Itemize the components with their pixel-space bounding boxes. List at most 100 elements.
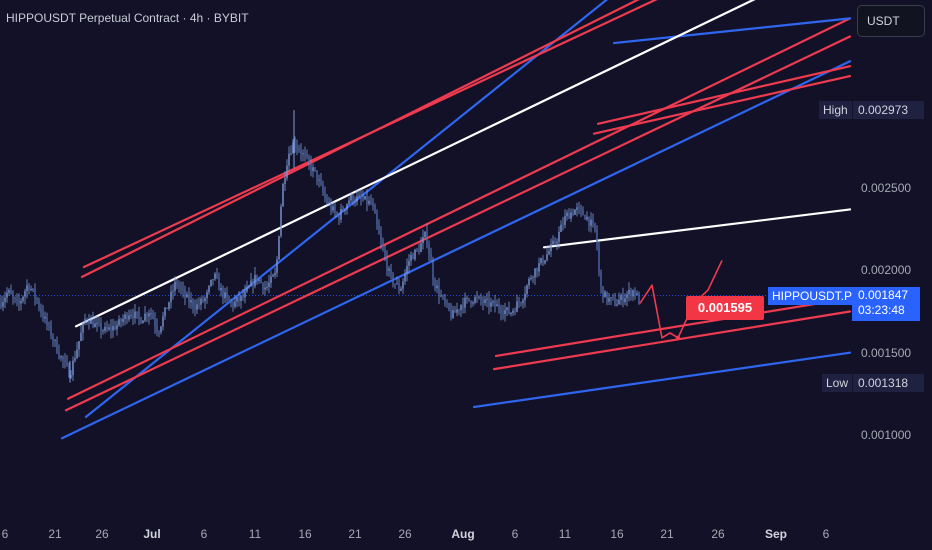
candle-body [40,307,42,313]
candle-body [4,297,6,302]
candle-body [514,310,516,312]
candle-body [8,290,10,293]
candle-body [82,322,84,333]
trendline-red-4 [64,35,852,412]
candle-body [286,165,288,179]
candle-body [446,302,448,304]
candle-body [208,285,210,293]
candle-body [302,153,304,155]
candle-body [72,360,74,376]
candle-body [202,298,204,302]
candle-body [336,212,338,216]
candle-body [482,300,484,303]
candle-body [628,290,630,295]
candle-body [394,283,396,285]
date-tick: 26 [398,527,412,541]
candle-body [236,297,238,302]
currency-selector-button[interactable]: USDT [857,5,925,37]
candle-body [558,231,560,242]
candle-body [242,295,244,298]
candle-body [338,215,340,220]
candle-body [280,206,282,237]
candle-body [98,323,100,324]
candle-body [126,314,128,320]
candle-body [508,307,510,314]
candle-body [252,280,254,287]
candle-body [528,279,530,286]
date-tick: 11 [558,527,572,541]
candle-body [24,291,26,297]
candle-body [110,327,112,331]
candle-body [312,167,314,171]
candle-body [244,291,246,298]
candle-body [320,179,322,185]
candle-body [474,297,476,303]
candle-body [104,326,106,331]
candle-body [316,170,318,181]
candle-body [456,309,458,313]
candle-body [546,254,548,261]
candle-body [436,285,438,289]
candle-body [240,295,242,302]
candle-body [568,212,570,219]
candle-body [14,297,16,300]
candle-body [308,157,310,163]
candle-body [472,302,474,304]
candle-body [176,281,178,286]
candle-body [282,183,284,207]
date-tick: 16 [298,527,312,541]
candle-body [458,309,460,311]
candle-body [38,300,40,308]
candle-body [178,285,180,287]
candle-body [306,155,308,158]
candle-body [44,316,46,319]
candle-body [188,294,190,303]
candle-body [222,288,224,299]
candle-body [274,272,276,276]
candle-body [346,204,348,210]
candle-body [600,272,602,287]
candle-body [556,241,558,244]
candle-body [12,294,14,298]
candle-body [426,231,428,245]
target-marker [675,335,681,341]
candle-body [92,319,94,328]
candle-body [172,290,174,292]
trendline-blue-11 [472,351,852,409]
candle-body [366,196,368,204]
candle-body [198,304,200,306]
candle-body [554,240,556,244]
candle-body [438,285,440,296]
candle-body [186,294,188,298]
candle-body [254,274,256,287]
candle-body [406,265,408,274]
price-tick: 0.001000 [861,428,912,442]
candle-body [442,295,444,298]
candle-body [140,317,142,324]
candle-body [610,297,612,299]
candle-body [576,207,578,210]
candle-body [494,301,496,307]
candle-body [86,319,88,321]
date-tick: 6 [200,527,208,541]
candle-body [388,268,390,271]
candle-body [166,307,168,309]
candle-body [362,198,364,200]
candle-body [262,282,264,290]
candle-body [620,295,622,301]
candle-body [152,313,154,319]
candle-body [492,301,494,303]
candle-body [356,196,358,202]
candle-body [434,279,436,289]
candle-body [216,273,218,278]
target-price-label: 0.001595 [686,296,764,320]
candle-body [372,203,374,206]
candle-body [422,237,424,244]
candle-body [158,332,160,333]
candle-body [256,274,258,282]
candle-body [130,314,132,316]
candle-body [480,296,482,301]
candle-body [444,297,446,303]
candle-body [100,323,102,332]
